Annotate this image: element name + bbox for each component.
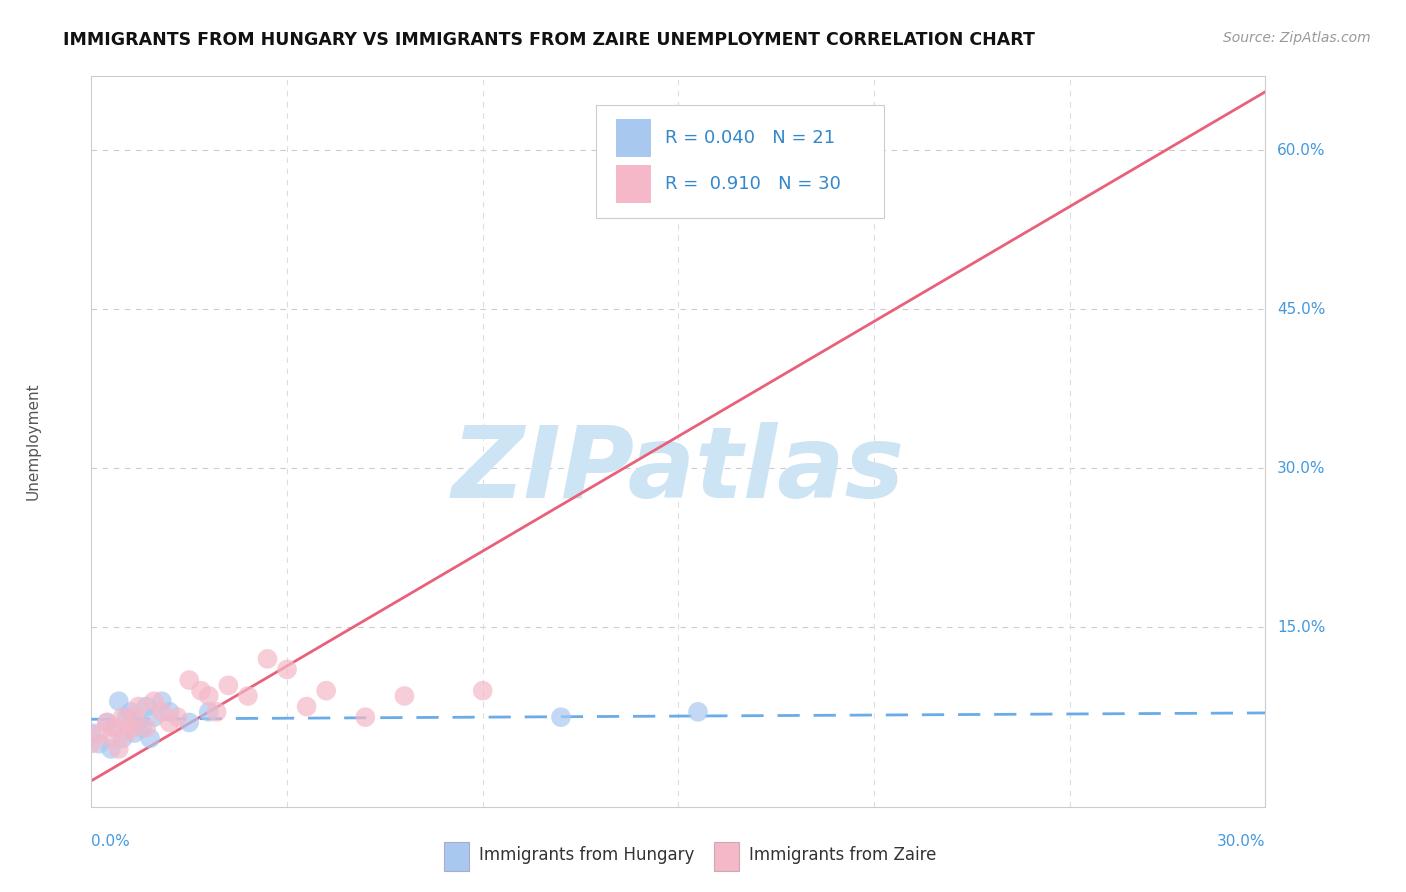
Point xyxy=(190,683,212,698)
FancyBboxPatch shape xyxy=(616,119,651,157)
Point xyxy=(143,694,166,708)
Point xyxy=(107,742,129,756)
Point xyxy=(150,705,173,719)
Point xyxy=(135,699,157,714)
Point xyxy=(100,731,122,746)
Point xyxy=(205,705,228,719)
Text: Source: ZipAtlas.com: Source: ZipAtlas.com xyxy=(1223,31,1371,45)
Text: 30.0%: 30.0% xyxy=(1218,834,1265,849)
Point xyxy=(166,710,188,724)
Text: 15.0%: 15.0% xyxy=(1277,620,1326,634)
Point xyxy=(159,715,181,730)
Point xyxy=(135,721,157,735)
Point xyxy=(96,715,118,730)
Text: 0.0%: 0.0% xyxy=(91,834,131,849)
Text: IMMIGRANTS FROM HUNGARY VS IMMIGRANTS FROM ZAIRE UNEMPLOYMENT CORRELATION CHART: IMMIGRANTS FROM HUNGARY VS IMMIGRANTS FR… xyxy=(63,31,1035,49)
Point xyxy=(127,699,149,714)
Point xyxy=(80,737,103,751)
Point xyxy=(143,710,166,724)
FancyBboxPatch shape xyxy=(714,842,740,871)
Text: R =  0.910   N = 30: R = 0.910 N = 30 xyxy=(665,175,841,193)
Point xyxy=(104,721,127,735)
Point xyxy=(127,715,149,730)
Point xyxy=(124,710,146,724)
Point xyxy=(315,683,337,698)
Point xyxy=(96,715,118,730)
Point xyxy=(1391,227,1406,242)
Point xyxy=(139,731,162,746)
Point xyxy=(197,689,219,703)
Point xyxy=(550,710,572,724)
Point xyxy=(107,694,129,708)
Point xyxy=(686,705,709,719)
Point xyxy=(104,721,127,735)
Point xyxy=(115,726,138,740)
Text: Immigrants from Zaire: Immigrants from Zaire xyxy=(749,846,936,863)
Point xyxy=(179,673,201,687)
FancyBboxPatch shape xyxy=(596,105,884,219)
Point xyxy=(471,683,494,698)
FancyBboxPatch shape xyxy=(616,165,651,203)
Text: ZIPatlas: ZIPatlas xyxy=(451,422,905,519)
Text: 30.0%: 30.0% xyxy=(1277,460,1326,475)
Point xyxy=(89,726,111,740)
Point xyxy=(394,689,416,703)
Text: R = 0.040   N = 21: R = 0.040 N = 21 xyxy=(665,129,835,147)
Point xyxy=(111,710,134,724)
Point xyxy=(89,737,111,751)
Text: Immigrants from Hungary: Immigrants from Hungary xyxy=(479,846,695,863)
Point xyxy=(80,726,103,740)
FancyBboxPatch shape xyxy=(443,842,470,871)
Point xyxy=(295,699,318,714)
Point xyxy=(115,710,138,724)
Point xyxy=(217,678,239,692)
Text: Unemployment: Unemployment xyxy=(25,383,41,500)
Point xyxy=(100,742,122,756)
Point xyxy=(150,694,173,708)
Text: 45.0%: 45.0% xyxy=(1277,301,1326,317)
Point xyxy=(236,689,259,703)
Point xyxy=(124,726,146,740)
Point xyxy=(354,710,377,724)
Point xyxy=(197,705,219,719)
Point xyxy=(179,715,201,730)
Point xyxy=(131,721,153,735)
Point xyxy=(120,705,142,719)
Point xyxy=(256,652,278,666)
Text: 60.0%: 60.0% xyxy=(1277,143,1326,158)
Point xyxy=(120,721,142,735)
Point xyxy=(159,705,181,719)
Point xyxy=(111,731,134,746)
Point xyxy=(276,663,298,677)
